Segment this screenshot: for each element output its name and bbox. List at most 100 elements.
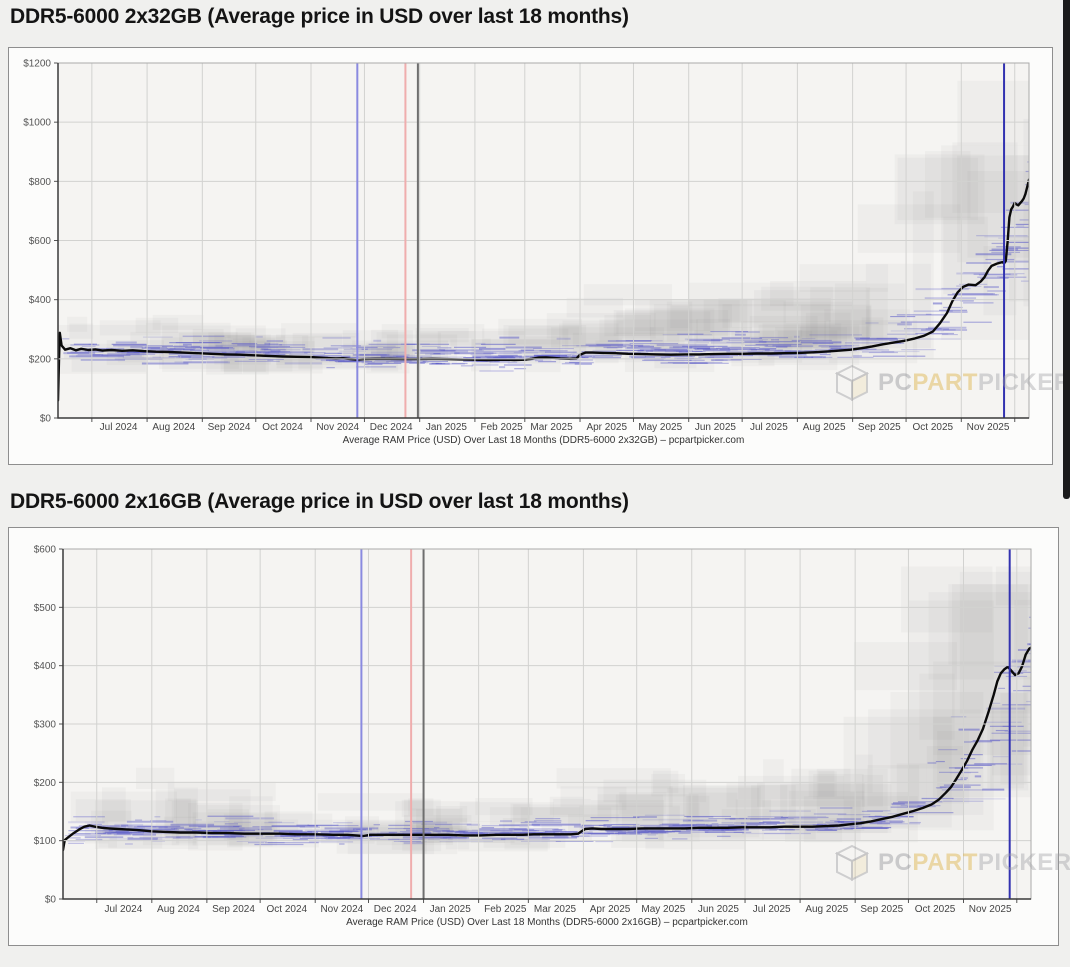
x-tick-label: Oct 2024 bbox=[266, 904, 307, 915]
price-range-area bbox=[416, 330, 476, 354]
price-range-area bbox=[71, 349, 146, 372]
price-range-area bbox=[995, 566, 1031, 606]
price-range-area bbox=[276, 334, 343, 366]
price-range-area bbox=[1023, 676, 1031, 747]
price-range-area bbox=[558, 323, 619, 364]
price-range-area bbox=[758, 324, 860, 366]
price-range-area bbox=[437, 331, 526, 346]
chart1-title: DDR5-6000 2x32GB (Average price in USD o… bbox=[10, 5, 629, 28]
price-range-area bbox=[525, 336, 561, 373]
price-range-area bbox=[653, 304, 732, 328]
axis-lines bbox=[57, 63, 1029, 419]
price-range-area bbox=[357, 345, 416, 362]
price-range-area bbox=[401, 799, 424, 817]
y-tick-label: $200 bbox=[29, 354, 52, 365]
price-range-area bbox=[317, 793, 424, 811]
price-range-area bbox=[302, 336, 356, 354]
x-tick-label: Dec 2024 bbox=[370, 422, 413, 433]
y-tick-label: $1000 bbox=[23, 118, 51, 129]
price-range-area bbox=[957, 155, 1029, 263]
price-range-area bbox=[803, 796, 918, 843]
price-range-area bbox=[738, 775, 845, 800]
price-range-area bbox=[292, 332, 360, 348]
price-range-area bbox=[1000, 693, 1027, 785]
x-tick-label: Feb 2025 bbox=[480, 422, 523, 433]
price-range-area bbox=[220, 356, 313, 372]
price-range-area bbox=[167, 781, 276, 802]
price-range-area bbox=[718, 298, 831, 322]
price-range-area bbox=[470, 338, 491, 372]
price-range-area bbox=[155, 789, 251, 835]
price-range-area bbox=[381, 324, 485, 339]
price-range-area bbox=[69, 323, 94, 339]
price-range-area bbox=[669, 786, 761, 826]
price-range-area bbox=[242, 337, 315, 353]
price-range-area bbox=[933, 661, 1031, 756]
x-tick-label: Jul 2024 bbox=[100, 422, 138, 433]
x-tick-label: Dec 2024 bbox=[374, 904, 417, 915]
price-range-area bbox=[223, 358, 243, 374]
y-tick-label: $600 bbox=[29, 236, 52, 247]
price-range-area bbox=[281, 323, 357, 338]
chart-caption: Average RAM Price (USD) Over Last 18 Mon… bbox=[343, 435, 745, 446]
price-range-area bbox=[149, 337, 183, 362]
price-range-area bbox=[470, 821, 515, 843]
price-range-area bbox=[67, 316, 88, 332]
price-range-area bbox=[475, 797, 533, 816]
price-range-area bbox=[683, 785, 796, 825]
chart1-plot: $0 $200 $400 $600 $800 $1000 $1200 Jul 2024 Aug … bbox=[23, 59, 1030, 446]
price-range-area bbox=[436, 806, 468, 823]
price-range-area bbox=[566, 297, 623, 318]
price-range-area bbox=[235, 328, 286, 344]
price-range-area bbox=[549, 796, 584, 815]
scrollbar-thumb[interactable] bbox=[1063, 0, 1070, 499]
price-range-area bbox=[1023, 118, 1029, 307]
price-range-area bbox=[590, 800, 665, 822]
y-tick-label: $100 bbox=[34, 836, 57, 847]
price-range-area bbox=[603, 779, 707, 803]
price-range-area bbox=[409, 837, 458, 855]
price-range-area bbox=[952, 142, 1018, 213]
price-range-area bbox=[70, 791, 178, 823]
x-tick-label: Sep 2024 bbox=[212, 904, 255, 915]
price-range-area bbox=[161, 337, 227, 353]
price-range-area bbox=[777, 330, 813, 355]
price-range-area bbox=[726, 782, 765, 808]
price-range-area bbox=[416, 808, 460, 830]
price-range-area bbox=[901, 566, 993, 633]
price-range-area bbox=[740, 321, 827, 345]
x-tick-label: Aug 2024 bbox=[152, 422, 195, 433]
price-range-area bbox=[171, 800, 197, 846]
price-range-area bbox=[865, 263, 931, 348]
price-range-area bbox=[810, 287, 871, 339]
price-range-area bbox=[152, 314, 204, 330]
price-range-area bbox=[861, 317, 884, 351]
price-range-area bbox=[722, 304, 831, 328]
price-range-area bbox=[450, 339, 564, 355]
x-tick-label: Oct 2024 bbox=[262, 422, 303, 433]
price-range-area bbox=[852, 306, 872, 337]
price-range-area bbox=[783, 301, 853, 348]
x-tick-label: Nov 2024 bbox=[320, 904, 363, 915]
x-tick-label: Jan 2025 bbox=[430, 904, 472, 915]
price-range-area bbox=[619, 792, 667, 815]
price-range-area bbox=[508, 325, 582, 345]
price-range-area bbox=[624, 308, 715, 373]
price-range-area bbox=[867, 765, 920, 806]
price-range-area bbox=[751, 785, 788, 820]
price-range-area bbox=[862, 774, 883, 807]
price-range-area bbox=[854, 754, 873, 793]
x-tick-label: Feb 2025 bbox=[484, 904, 527, 915]
price-range-area bbox=[651, 773, 686, 797]
y-tick-label: $500 bbox=[34, 603, 57, 614]
price-range-area bbox=[703, 298, 753, 331]
price-range-area bbox=[546, 313, 656, 339]
price-range-area bbox=[834, 283, 905, 326]
x-tick-label: Jun 2025 bbox=[695, 422, 737, 433]
price-range-area bbox=[813, 773, 864, 800]
price-range-area bbox=[553, 798, 591, 818]
price-range-area bbox=[635, 299, 748, 332]
price-range-area bbox=[229, 796, 273, 847]
x-tick-label: Aug 2025 bbox=[805, 904, 848, 915]
y-tick-label: $300 bbox=[34, 720, 57, 731]
